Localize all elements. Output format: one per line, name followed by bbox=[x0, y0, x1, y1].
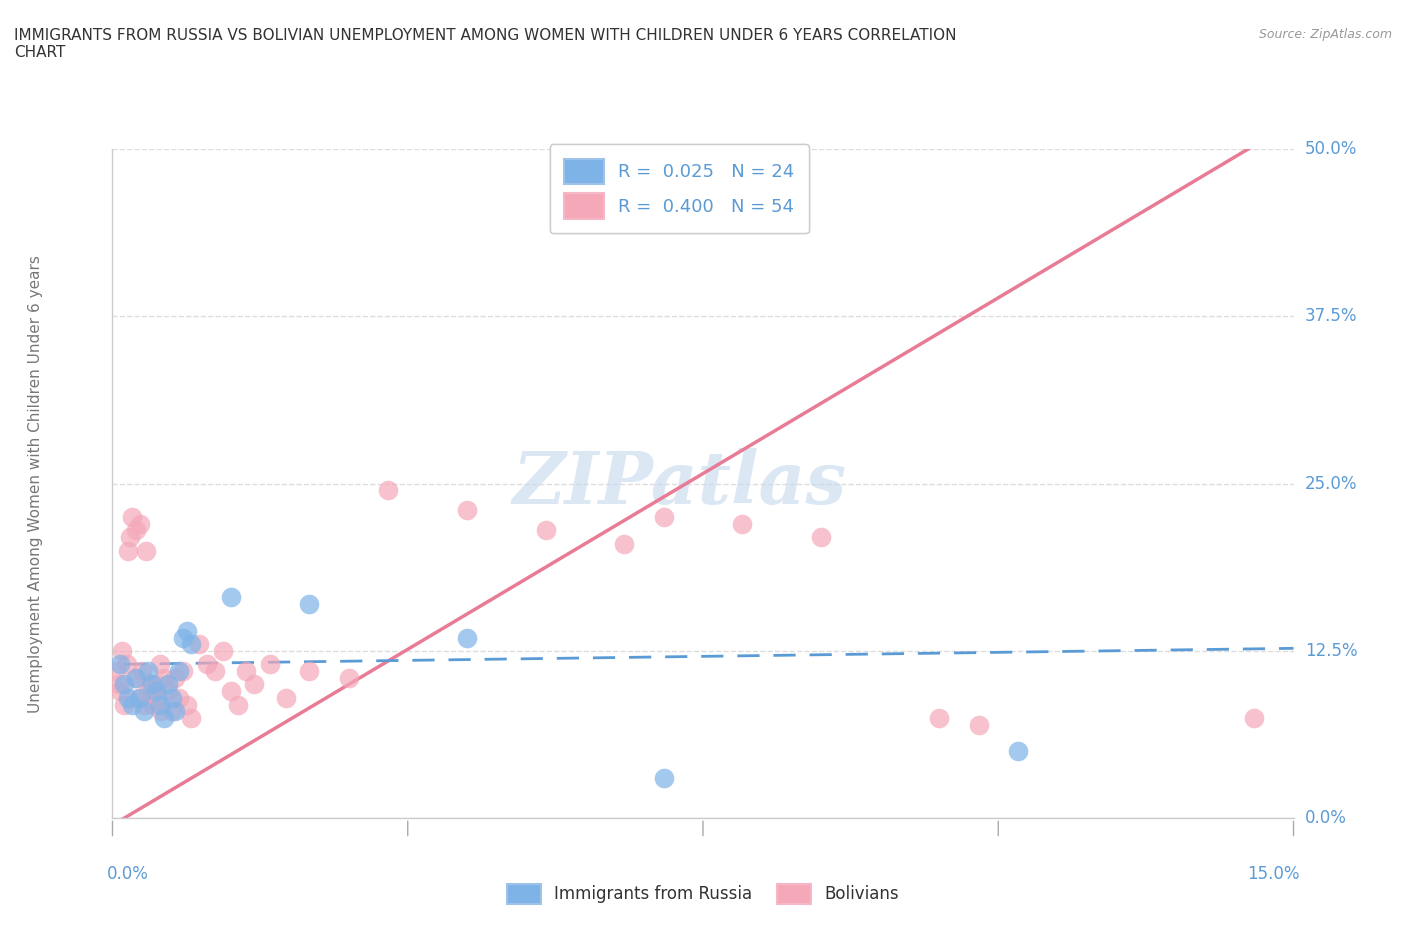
Point bbox=[132, 704, 155, 719]
Text: 0.0%: 0.0% bbox=[107, 865, 149, 884]
Point bbox=[135, 543, 157, 558]
Legend: R =  0.025   N = 24, R =  0.400   N = 54: R = 0.025 N = 24, R = 0.400 N = 54 bbox=[550, 144, 808, 233]
Point bbox=[188, 637, 211, 652]
Point bbox=[142, 698, 165, 712]
Point bbox=[652, 510, 675, 525]
Point bbox=[146, 690, 169, 705]
Point bbox=[139, 677, 162, 692]
Point bbox=[149, 657, 172, 671]
Point bbox=[228, 698, 250, 712]
Point bbox=[141, 677, 163, 692]
Point bbox=[129, 690, 152, 705]
Point bbox=[111, 644, 134, 658]
Point bbox=[127, 690, 149, 705]
Point bbox=[118, 530, 141, 545]
Point bbox=[204, 664, 226, 679]
Text: 0.0%: 0.0% bbox=[1305, 809, 1347, 828]
Point bbox=[928, 711, 950, 725]
Point bbox=[149, 698, 172, 712]
Point bbox=[456, 503, 478, 518]
Point bbox=[141, 684, 163, 698]
Text: Source: ZipAtlas.com: Source: ZipAtlas.com bbox=[1258, 28, 1392, 41]
Point bbox=[145, 684, 167, 698]
Point bbox=[1007, 744, 1029, 759]
Point bbox=[112, 677, 135, 692]
Legend: Immigrants from Russia, Bolivians: Immigrants from Russia, Bolivians bbox=[499, 875, 907, 912]
Text: 37.5%: 37.5% bbox=[1305, 307, 1357, 326]
Point bbox=[152, 671, 174, 685]
Point bbox=[165, 704, 187, 719]
Point bbox=[165, 671, 187, 685]
Point bbox=[211, 644, 233, 658]
Text: Unemployment Among Women with Children Under 6 years: Unemployment Among Women with Children U… bbox=[28, 255, 44, 712]
Point bbox=[259, 657, 281, 671]
Text: IMMIGRANTS FROM RUSSIA VS BOLIVIAN UNEMPLOYMENT AMONG WOMEN WITH CHILDREN UNDER : IMMIGRANTS FROM RUSSIA VS BOLIVIAN UNEMP… bbox=[14, 28, 956, 60]
Point bbox=[1243, 711, 1265, 725]
Point bbox=[160, 704, 183, 719]
Point bbox=[613, 537, 636, 551]
Point bbox=[121, 510, 143, 525]
Point bbox=[731, 516, 754, 531]
Point bbox=[105, 664, 128, 679]
Point bbox=[243, 677, 266, 692]
Point bbox=[180, 637, 202, 652]
Point bbox=[156, 684, 179, 698]
Text: 12.5%: 12.5% bbox=[1305, 642, 1357, 660]
Point bbox=[172, 631, 194, 645]
Point bbox=[195, 657, 218, 671]
Point bbox=[117, 543, 139, 558]
Text: 15.0%: 15.0% bbox=[1247, 865, 1299, 884]
Point bbox=[219, 590, 242, 604]
Point bbox=[176, 623, 198, 638]
Point bbox=[121, 698, 143, 712]
Point bbox=[274, 690, 297, 705]
Point bbox=[176, 698, 198, 712]
Point bbox=[156, 677, 179, 692]
Point bbox=[112, 698, 135, 712]
Point bbox=[150, 704, 173, 719]
Point bbox=[132, 698, 155, 712]
Point bbox=[169, 690, 191, 705]
Point bbox=[160, 690, 183, 705]
Point bbox=[652, 771, 675, 786]
Point bbox=[172, 664, 194, 679]
Point bbox=[152, 711, 174, 725]
Point bbox=[129, 516, 152, 531]
Point bbox=[136, 664, 159, 679]
Point bbox=[145, 677, 167, 692]
Point bbox=[967, 717, 990, 732]
Point bbox=[180, 711, 202, 725]
Point bbox=[169, 664, 191, 679]
Point bbox=[110, 684, 132, 698]
Text: 25.0%: 25.0% bbox=[1305, 474, 1357, 493]
Text: 50.0%: 50.0% bbox=[1305, 140, 1357, 158]
Point bbox=[298, 664, 321, 679]
Point bbox=[117, 690, 139, 705]
Point bbox=[131, 664, 153, 679]
Text: ZIPatlas: ZIPatlas bbox=[512, 448, 846, 519]
Point bbox=[456, 631, 478, 645]
Point bbox=[125, 523, 148, 538]
Point bbox=[124, 671, 146, 685]
Point bbox=[219, 684, 242, 698]
Point bbox=[534, 523, 557, 538]
Point bbox=[115, 657, 138, 671]
Point bbox=[136, 684, 159, 698]
Point bbox=[298, 597, 321, 612]
Point bbox=[125, 671, 148, 685]
Point bbox=[107, 677, 129, 692]
Point bbox=[377, 483, 399, 498]
Point bbox=[810, 530, 832, 545]
Point bbox=[337, 671, 360, 685]
Point bbox=[110, 657, 132, 671]
Point bbox=[235, 664, 257, 679]
